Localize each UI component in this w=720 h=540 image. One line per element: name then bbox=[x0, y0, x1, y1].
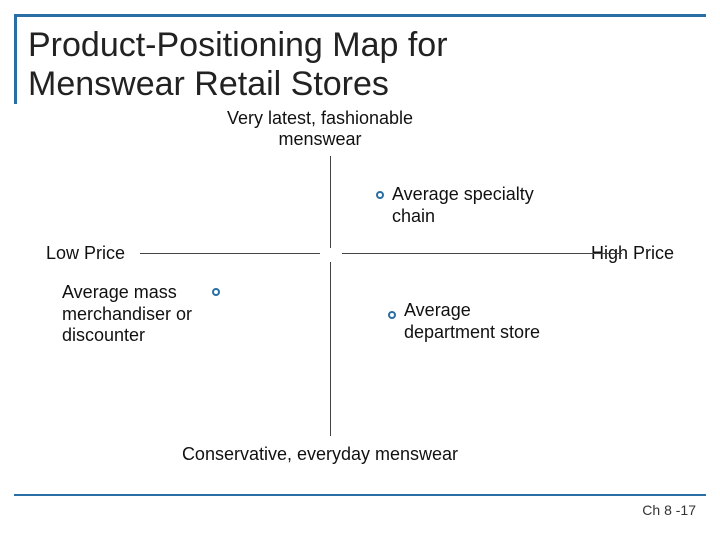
label-specialty-chain: Average specialty chain bbox=[392, 184, 534, 227]
page-title: Product-Positioning Map for Menswear Ret… bbox=[28, 26, 448, 104]
frame-border-left bbox=[14, 14, 17, 104]
horizontal-axis-right bbox=[342, 253, 622, 254]
title-line-2: Menswear Retail Stores bbox=[28, 65, 389, 103]
label-specialty-line1: Average specialty bbox=[392, 184, 534, 204]
label-mass-line2: merchandiser or bbox=[62, 304, 192, 324]
label-mass-merchandiser: Average mass merchandiser or discounter bbox=[62, 282, 192, 347]
label-specialty-line2: chain bbox=[392, 206, 435, 226]
frame-border-top bbox=[14, 14, 706, 17]
axis-label-left: Low Price bbox=[46, 243, 125, 264]
label-mass-line3: discounter bbox=[62, 325, 145, 345]
vertical-axis-upper bbox=[330, 156, 331, 248]
footer-page-ref: Ch 8 -17 bbox=[642, 502, 696, 518]
bottom-divider bbox=[14, 494, 706, 496]
horizontal-axis-left bbox=[140, 253, 320, 254]
point-mass-merchandiser bbox=[212, 288, 220, 296]
title-line-1: Product-Positioning Map for bbox=[28, 26, 448, 64]
label-dept-line1: Average bbox=[404, 300, 471, 320]
axis-label-bottom: Conservative, everyday menswear bbox=[180, 444, 460, 465]
axis-label-top: Very latest, fashionable menswear bbox=[200, 108, 440, 150]
label-dept-line2: department store bbox=[404, 322, 540, 342]
label-department-store: Average department store bbox=[404, 300, 540, 343]
point-department-store bbox=[388, 311, 396, 319]
label-mass-line1: Average mass bbox=[62, 282, 177, 302]
vertical-axis-lower bbox=[330, 262, 331, 436]
point-specialty-chain bbox=[376, 191, 384, 199]
slide: Product-Positioning Map for Menswear Ret… bbox=[0, 0, 720, 540]
